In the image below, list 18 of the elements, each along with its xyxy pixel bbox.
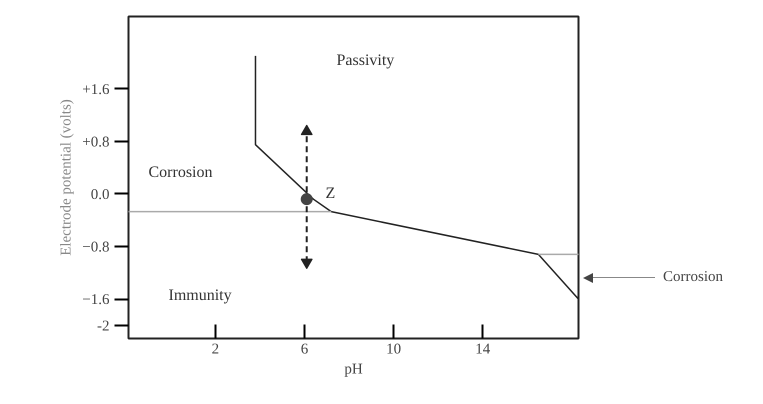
annotation: Corrosion — [148, 164, 212, 181]
text: Corrosion — [663, 268, 723, 287]
y-tick-label: +0.8 — [82, 134, 110, 150]
annotation: Z — [326, 185, 336, 202]
y-axis-title: Electrode potential (volts) — [58, 99, 74, 256]
y-tick-label: 0.0 — [90, 186, 110, 203]
x-tick-label: 6 — [300, 342, 309, 358]
y-tick-label: −0.8 — [82, 240, 110, 256]
y-tick-label: -2 — [97, 318, 110, 334]
annotation: Passivity — [336, 52, 394, 69]
x-tick-label: 10 — [386, 342, 402, 358]
y-tick-label: +1.6 — [82, 82, 110, 98]
annotation: Immunity — [168, 287, 232, 304]
x-axis-title: pH — [344, 362, 363, 378]
point — [300, 193, 313, 206]
x-tick-label: 2 — [212, 342, 220, 358]
x-tick-label: 14 — [475, 342, 491, 358]
y-tick-label: −1.6 — [82, 292, 110, 308]
